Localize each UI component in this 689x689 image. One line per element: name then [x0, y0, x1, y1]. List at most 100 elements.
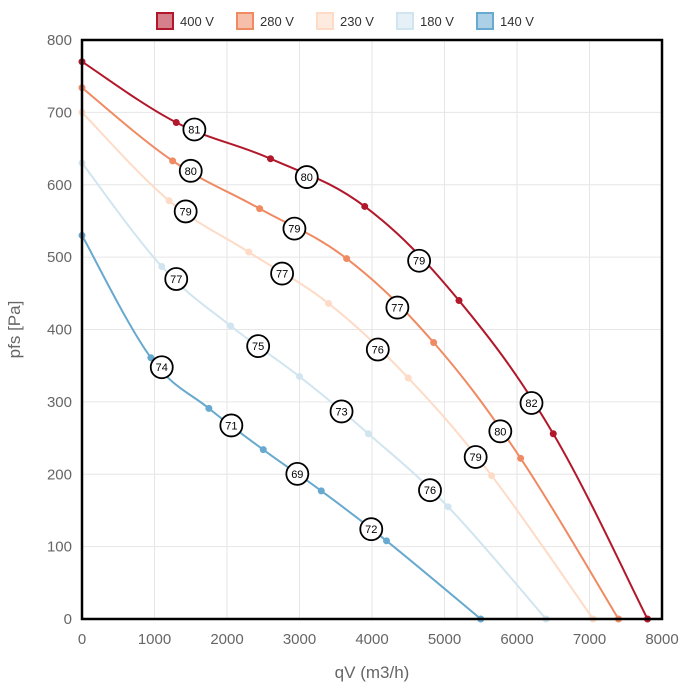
annotation-circle	[182, 117, 207, 142]
annotation-label: 69	[291, 469, 303, 481]
legend-item[interactable]: 140 V	[476, 12, 534, 30]
data-point[interactable]	[361, 202, 369, 210]
y-tick-label: 100	[47, 539, 72, 556]
annotation-label: 79	[413, 256, 425, 268]
efficiency-annotation: 79	[463, 445, 488, 469]
legend-label: 280 V	[260, 14, 294, 29]
efficiency-annotation: 81	[182, 117, 207, 142]
y-tick-label: 400	[47, 322, 72, 339]
annotation-circle	[282, 216, 307, 241]
series-line-4	[81, 162, 547, 620]
data-point[interactable]	[245, 248, 253, 256]
efficiency-annotation: 80	[178, 158, 203, 183]
annotation-label: 80	[494, 426, 506, 438]
legend-label: 230 V	[340, 14, 374, 29]
annotation-label: 79	[470, 452, 482, 464]
data-point[interactable]	[383, 537, 390, 545]
data-point[interactable]	[444, 503, 452, 511]
x-tick-label: 8000	[645, 631, 678, 648]
annotation-circle	[270, 261, 295, 286]
data-point[interactable]	[165, 197, 173, 205]
tick-labels: 0 1000 2000 3000 4000 5000 6000 7000 8000 0 100 200…	[47, 32, 679, 648]
data-point[interactable]	[296, 373, 303, 381]
data-point[interactable]	[364, 430, 372, 438]
efficiency-annotation: 79	[173, 199, 198, 224]
data-point[interactable]	[158, 263, 166, 271]
efficiency-annotation: 80	[488, 419, 513, 444]
annotation-circle	[488, 419, 513, 444]
data-point[interactable]	[404, 374, 412, 382]
efficiency-annotation: 82	[519, 391, 544, 415]
annotation-label: 76	[372, 345, 384, 357]
data-point[interactable]	[256, 205, 264, 213]
data-point[interactable]	[325, 299, 332, 307]
x-tick-label: 6000	[500, 631, 533, 648]
x-tick-label: 3000	[283, 631, 316, 648]
annotation-circle	[285, 461, 310, 486]
data-point[interactable]	[267, 155, 274, 163]
annotation-label: 82	[525, 398, 537, 410]
efficiency-annotation: 77	[270, 261, 295, 286]
legend-label: 400 V	[180, 14, 214, 29]
annotation-circle	[149, 355, 174, 380]
annotation-circle	[418, 478, 442, 503]
efficiency-annotation: 72	[359, 517, 384, 542]
data-point[interactable]	[455, 297, 463, 305]
data-point[interactable]	[549, 430, 557, 438]
annotation-label: 75	[252, 341, 264, 353]
annotation-circle	[407, 248, 432, 273]
data-point[interactable]	[317, 487, 325, 495]
data-point[interactable]	[205, 404, 213, 412]
y-axis-label: pfs [Pa]	[5, 301, 24, 359]
legend-item[interactable]: 180 V	[396, 12, 454, 30]
data-point[interactable]	[147, 354, 155, 362]
x-axis-label: qV (m3/h)	[335, 663, 410, 682]
legend-swatch	[316, 12, 334, 30]
y-tick-label: 500	[47, 249, 72, 266]
annotation-circle	[359, 517, 384, 542]
x-tick-label: 0	[78, 631, 86, 648]
series-line-5	[81, 234, 482, 620]
legend-item[interactable]: 230 V	[316, 12, 374, 30]
data-point[interactable]	[172, 119, 180, 127]
annotation-circle	[519, 391, 544, 415]
y-tick-label: 600	[47, 177, 72, 194]
legend-swatch	[396, 12, 414, 30]
data-point[interactable]	[343, 255, 351, 263]
annotation-label: 80	[185, 166, 197, 178]
x-tick-label: 7000	[573, 631, 606, 648]
efficiency-annotation: 79	[282, 216, 307, 241]
efficiency-annotation: 77	[164, 267, 189, 291]
x-tick-label: 1000	[138, 631, 171, 648]
efficiency-annotation: 77	[385, 295, 410, 320]
legend-item[interactable]: 400 V	[156, 12, 214, 30]
efficiency-annotation: 75	[246, 334, 271, 359]
annotations: 81 80 79 82 80 79 77 80 79 77 76 79 77 75 73 76 74 71 69 72	[149, 117, 544, 542]
annotation-label: 72	[365, 524, 377, 536]
data-point[interactable]	[259, 446, 267, 454]
annotation-label: 79	[180, 206, 192, 218]
annotation-label: 73	[335, 406, 347, 418]
data-point[interactable]	[430, 339, 438, 347]
y-tick-label: 200	[47, 466, 72, 483]
efficiency-annotation: 71	[219, 413, 244, 438]
efficiency-annotation: 73	[329, 399, 354, 424]
legend[interactable]: 400 V 280 V 230 V 180 V 140 V	[156, 12, 534, 30]
efficiency-annotation: 76	[365, 337, 390, 362]
legend-item[interactable]: 280 V	[236, 12, 294, 30]
data-point[interactable]	[227, 322, 235, 330]
annotation-circle	[294, 165, 319, 189]
data-point[interactable]	[169, 157, 177, 165]
efficiency-annotation: 79	[407, 248, 432, 273]
x-tick-label: 5000	[428, 631, 461, 648]
legend-swatch	[476, 12, 494, 30]
data-point[interactable]	[517, 454, 525, 462]
x-tick-label: 4000	[355, 631, 388, 648]
annotation-label: 77	[391, 303, 403, 315]
efficiency-annotation: 74	[149, 355, 174, 380]
data-point[interactable]	[488, 472, 496, 480]
annotation-circle	[365, 337, 390, 362]
efficiency-annotation: 76	[418, 478, 442, 503]
annotation-label: 71	[225, 420, 237, 432]
